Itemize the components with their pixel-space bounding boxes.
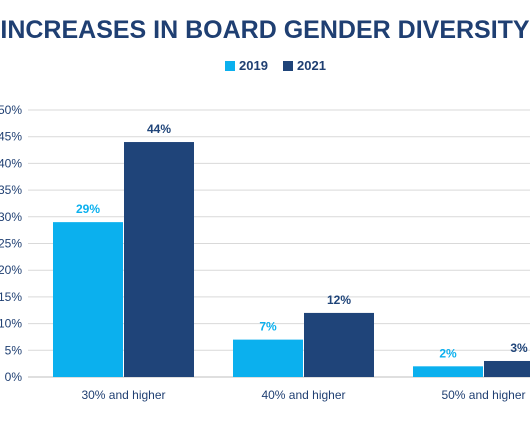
bar-2021-0	[124, 142, 194, 377]
y-axis: 0% 5% 10% 15% 20% 25% 30% 35% 40% 45% 50%	[0, 103, 22, 384]
y-tick-label: 20%	[0, 263, 22, 277]
y-tick-label: 5%	[5, 343, 23, 357]
y-tick-label: 45%	[0, 130, 22, 144]
y-tick-label: 25%	[0, 237, 22, 251]
y-tick-label: 15%	[0, 290, 22, 304]
legend-label: 2019	[239, 58, 268, 73]
bar-2021-2	[484, 360, 530, 377]
x-axis: 30% and higher 40% and higher 50% and high…	[81, 388, 525, 402]
data-label: 29%	[76, 202, 100, 216]
bar-2019-1	[233, 339, 303, 377]
data-label: 12%	[327, 293, 351, 307]
chart-title: INCREASES IN BOARD GENDER DIVERSITY	[0, 16, 530, 44]
data-label: 7%	[259, 320, 277, 334]
y-tick-label: 35%	[0, 183, 22, 197]
x-tick-label: 40% and higher	[261, 388, 345, 402]
y-tick-label: 40%	[0, 156, 22, 170]
x-tick-label: 30% and higher	[81, 388, 165, 402]
data-label: 3%	[510, 341, 528, 355]
y-tick-label: 50%	[0, 103, 22, 117]
bar-2019-0	[53, 222, 123, 377]
data-labels: 29% 44% 7% 12% 2% 3%	[76, 122, 528, 360]
y-tick-label: 30%	[0, 210, 22, 224]
y-tick-label: 0%	[5, 370, 23, 384]
bar-2021-1	[304, 312, 374, 377]
data-label: 44%	[147, 122, 171, 136]
y-tick-label: 10%	[0, 317, 22, 331]
legend-swatch-2019	[225, 61, 235, 71]
data-label: 2%	[439, 346, 457, 360]
x-tick-label: 50% and higher	[441, 388, 525, 402]
bars	[53, 142, 530, 377]
legend-swatch-2021	[283, 61, 293, 71]
bar-2019-2	[413, 366, 483, 377]
legend-label: 2021	[297, 58, 326, 73]
legend: 2019 2021	[225, 58, 326, 73]
